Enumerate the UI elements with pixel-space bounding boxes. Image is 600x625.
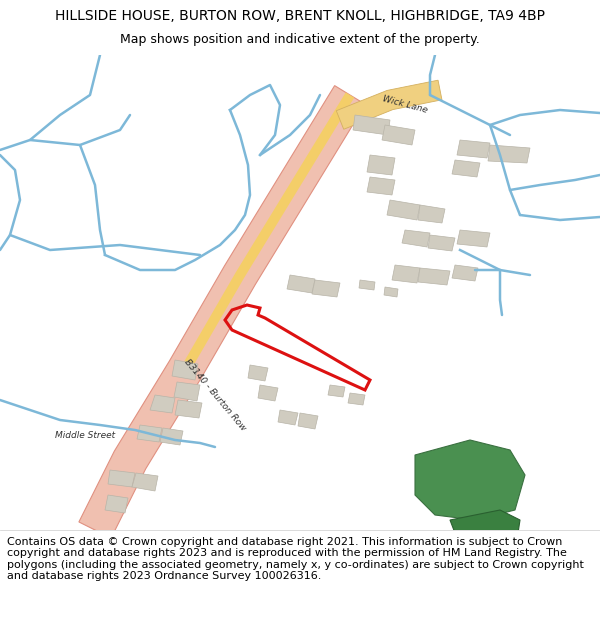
Polygon shape: [336, 80, 442, 129]
Polygon shape: [172, 360, 198, 380]
Polygon shape: [367, 177, 395, 195]
Text: Map shows position and indicative extent of the property.: Map shows position and indicative extent…: [120, 33, 480, 46]
Polygon shape: [457, 140, 490, 158]
Polygon shape: [150, 395, 175, 413]
Text: Wick Lane: Wick Lane: [382, 94, 428, 116]
Polygon shape: [452, 160, 480, 177]
Text: B3140 - Burton Row: B3140 - Burton Row: [182, 357, 248, 432]
Polygon shape: [312, 280, 340, 297]
Polygon shape: [287, 275, 315, 293]
Polygon shape: [181, 92, 354, 372]
Polygon shape: [137, 425, 162, 442]
Polygon shape: [105, 495, 128, 513]
Polygon shape: [258, 385, 278, 401]
Polygon shape: [415, 440, 525, 520]
Polygon shape: [384, 287, 398, 297]
Polygon shape: [392, 265, 420, 283]
Polygon shape: [402, 230, 430, 247]
Polygon shape: [418, 205, 445, 223]
Polygon shape: [174, 382, 200, 401]
Text: Contains OS data © Crown copyright and database right 2021. This information is : Contains OS data © Crown copyright and d…: [7, 537, 584, 581]
Polygon shape: [353, 115, 390, 135]
Polygon shape: [160, 428, 183, 445]
Polygon shape: [278, 410, 298, 425]
Polygon shape: [428, 235, 455, 251]
Text: HILLSIDE HOUSE, BURTON ROW, BRENT KNOLL, HIGHBRIDGE, TA9 4BP: HILLSIDE HOUSE, BURTON ROW, BRENT KNOLL,…: [55, 9, 545, 24]
Polygon shape: [79, 86, 365, 538]
Polygon shape: [488, 145, 530, 163]
Polygon shape: [175, 400, 202, 418]
Polygon shape: [367, 155, 395, 175]
Polygon shape: [298, 413, 318, 429]
Polygon shape: [418, 268, 450, 285]
Polygon shape: [450, 510, 520, 533]
Polygon shape: [382, 125, 415, 145]
Text: Middle Street: Middle Street: [55, 431, 115, 439]
Polygon shape: [348, 393, 365, 405]
Polygon shape: [452, 265, 478, 281]
Polygon shape: [248, 365, 268, 381]
Polygon shape: [359, 280, 375, 290]
Polygon shape: [132, 473, 158, 491]
Polygon shape: [328, 385, 345, 397]
Polygon shape: [457, 230, 490, 247]
Polygon shape: [108, 470, 135, 487]
Polygon shape: [387, 200, 420, 220]
